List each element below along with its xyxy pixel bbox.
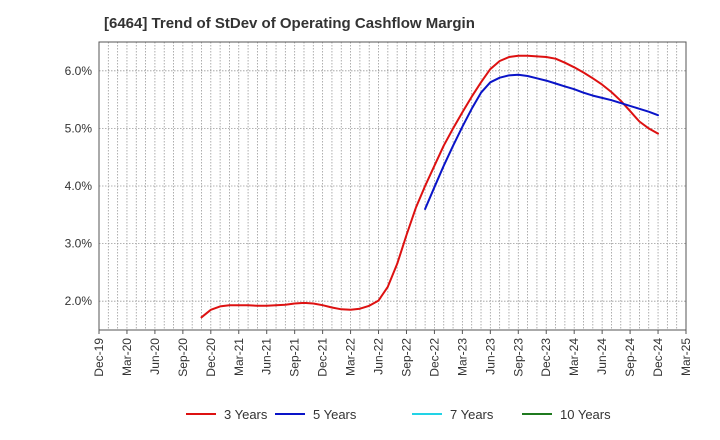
legend-label: 7 Years	[450, 407, 494, 422]
x-tick-label: Jun-24	[595, 338, 609, 375]
x-tick-label: Sep-22	[399, 338, 413, 377]
y-tick-label: 4.0%	[65, 179, 93, 193]
x-tick-label: Dec-19	[92, 338, 106, 377]
x-tick-label: Sep-24	[623, 338, 637, 377]
axis-layer: 2.0% 3.0% 4.0% 5.0% 6.0% Dec-19 Mar-20 Jun-20 Se…	[65, 41, 693, 377]
x-tick-label: Jun-22	[372, 338, 386, 375]
chart-title: [6464] Trend of StDev of Operating Cashf…	[104, 15, 475, 32]
y-tick-label: 2.0%	[65, 294, 93, 308]
x-tick-label: Sep-20	[176, 338, 190, 377]
x-tick-label: Mar-25	[679, 338, 693, 376]
y-tick-label: 5.0%	[65, 121, 93, 135]
legend-label: 5 Years	[313, 407, 357, 422]
legend-label: 10 Years	[560, 407, 611, 422]
x-tick-label: Dec-24	[651, 338, 665, 377]
series-layer	[200, 54, 659, 319]
x-tick-label: Jun-23	[483, 338, 497, 375]
x-tick-label: Dec-20	[204, 338, 218, 377]
x-tick-label: Dec-23	[539, 338, 553, 377]
plot-frame	[98, 41, 687, 331]
x-tick-label: Mar-23	[455, 338, 469, 376]
series-line-5-years	[424, 73, 659, 210]
x-tick-label: Jun-20	[148, 338, 162, 375]
x-tick-label: Mar-20	[120, 338, 134, 376]
x-tick-label: Dec-21	[316, 338, 330, 377]
x-tick-label: Mar-24	[567, 338, 581, 376]
y-tick-label: 6.0%	[65, 64, 93, 78]
x-tick-label: Mar-22	[344, 338, 358, 376]
legend-layer: 3 Years 5 Years 7 Years 10 Years	[186, 407, 611, 422]
x-tick-label: Mar-21	[232, 338, 246, 376]
x-tick-label: Sep-23	[511, 338, 525, 377]
x-tick-label: Jun-21	[260, 338, 274, 375]
series-line-3-years	[200, 54, 659, 319]
grid-layer	[98, 42, 687, 330]
x-tick-label: Sep-21	[288, 338, 302, 377]
y-tick-label: 3.0%	[65, 237, 93, 251]
x-tick-label: Dec-22	[427, 338, 441, 377]
legend-label: 3 Years	[224, 407, 268, 422]
